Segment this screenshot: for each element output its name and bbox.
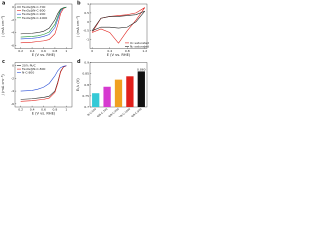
y-tick-label: 0.5 xyxy=(84,11,89,15)
series-line xyxy=(20,6,67,44)
y-axis-label: E₁/₂ (V) xyxy=(76,78,80,91)
bar xyxy=(126,76,134,107)
y-tick-label: -0.5 xyxy=(83,29,89,33)
series-line xyxy=(20,6,67,40)
x-tick-label: 0.4 xyxy=(30,108,35,112)
y-tick-label: 0.75 xyxy=(82,94,89,98)
value-label: 0.860 xyxy=(137,67,146,71)
legend-label: N₂ saturated xyxy=(130,45,149,49)
y-tick-label: -2 xyxy=(11,76,14,80)
x-tick-label: 0.8 xyxy=(53,108,58,112)
x-tick-label: 0.8 xyxy=(125,49,130,53)
legend-label: N-C-800 xyxy=(22,71,34,75)
legend-label: Fe₃O₄@N-C-800 xyxy=(22,9,45,13)
series-line xyxy=(91,10,146,31)
legend-label: Fe₃O₄@N-C-900 xyxy=(22,12,45,16)
y-axis-label: j (mA cm⁻²) xyxy=(1,15,5,37)
x-tick-label: 0.4 xyxy=(107,49,112,53)
y-tick-label: 0.9 xyxy=(84,61,89,65)
x-tick-label: 0.6 xyxy=(41,108,46,112)
y-tick-label: 1 xyxy=(87,2,89,6)
x-tick-label: 0.8 xyxy=(53,49,58,53)
x-tick-label: 0.4 xyxy=(30,49,35,53)
y-tick-label: -1 xyxy=(86,38,89,42)
legend-label: Fe₃O₄@N-C-1000 xyxy=(22,16,47,20)
x-tick-label: 0.2 xyxy=(18,108,23,112)
x-tick-label: 0.6 xyxy=(41,49,46,53)
x-axis-label: E (V vs. RHE) xyxy=(32,53,56,57)
y-tick-label: -2 xyxy=(11,18,14,22)
bar xyxy=(103,86,111,107)
y-axis-label: j (mA cm⁻²) xyxy=(76,15,80,37)
x-axis-label: E (V vs. RHE) xyxy=(32,112,56,116)
y-tick-label: 0 xyxy=(12,64,14,68)
legend-label: Fe₃O₄@N-C-800 xyxy=(22,67,45,71)
series-line xyxy=(20,6,67,38)
y-tick-label: 0 xyxy=(12,5,14,9)
series-line xyxy=(20,65,67,102)
y-tick-label: -6 xyxy=(11,102,14,106)
legend-label: Fe₃O₄@N-C-700 xyxy=(22,5,45,9)
y-tick-label: 0.8 xyxy=(84,83,89,87)
y-tick-label: 0.7 xyxy=(84,105,89,109)
panel-label: a xyxy=(2,1,5,7)
plot-frame xyxy=(89,3,148,49)
bar xyxy=(114,79,123,107)
x-axis-label: E (V vs. RHE) xyxy=(107,53,131,57)
x-tick-label: N-C-800 xyxy=(86,107,97,117)
legend-label: 20% Pt/C xyxy=(22,64,36,68)
y-tick-label: -4 xyxy=(11,89,14,93)
y-tick-label: 0 xyxy=(87,20,89,24)
bar xyxy=(137,71,145,107)
legend-label: O₂ saturated xyxy=(130,41,149,45)
y-axis-label: j (mA cm⁻²) xyxy=(1,74,5,96)
x-tick-label: 1 xyxy=(65,49,67,53)
x-tick-label: 1.2 xyxy=(142,49,147,53)
figure: a j (mA cm⁻²) -6 -4 -2 0 0.2 0.4 0.6 0.8 1 E (V vs.… xyxy=(1,1,149,118)
y-tick-label: 0.85 xyxy=(82,72,89,76)
series-line xyxy=(20,65,67,92)
x-tick-label: 0 xyxy=(91,49,93,53)
y-tick-label: -4 xyxy=(11,31,14,35)
x-tick-label: 0.2 xyxy=(18,49,23,53)
y-tick-label: -6 xyxy=(11,43,14,47)
x-tick-label: 1 xyxy=(65,108,67,112)
panel-label: c xyxy=(2,59,5,65)
series-line xyxy=(91,7,146,44)
panel-label: b xyxy=(77,1,81,7)
bar xyxy=(92,93,100,107)
panel-label: d xyxy=(77,59,81,65)
